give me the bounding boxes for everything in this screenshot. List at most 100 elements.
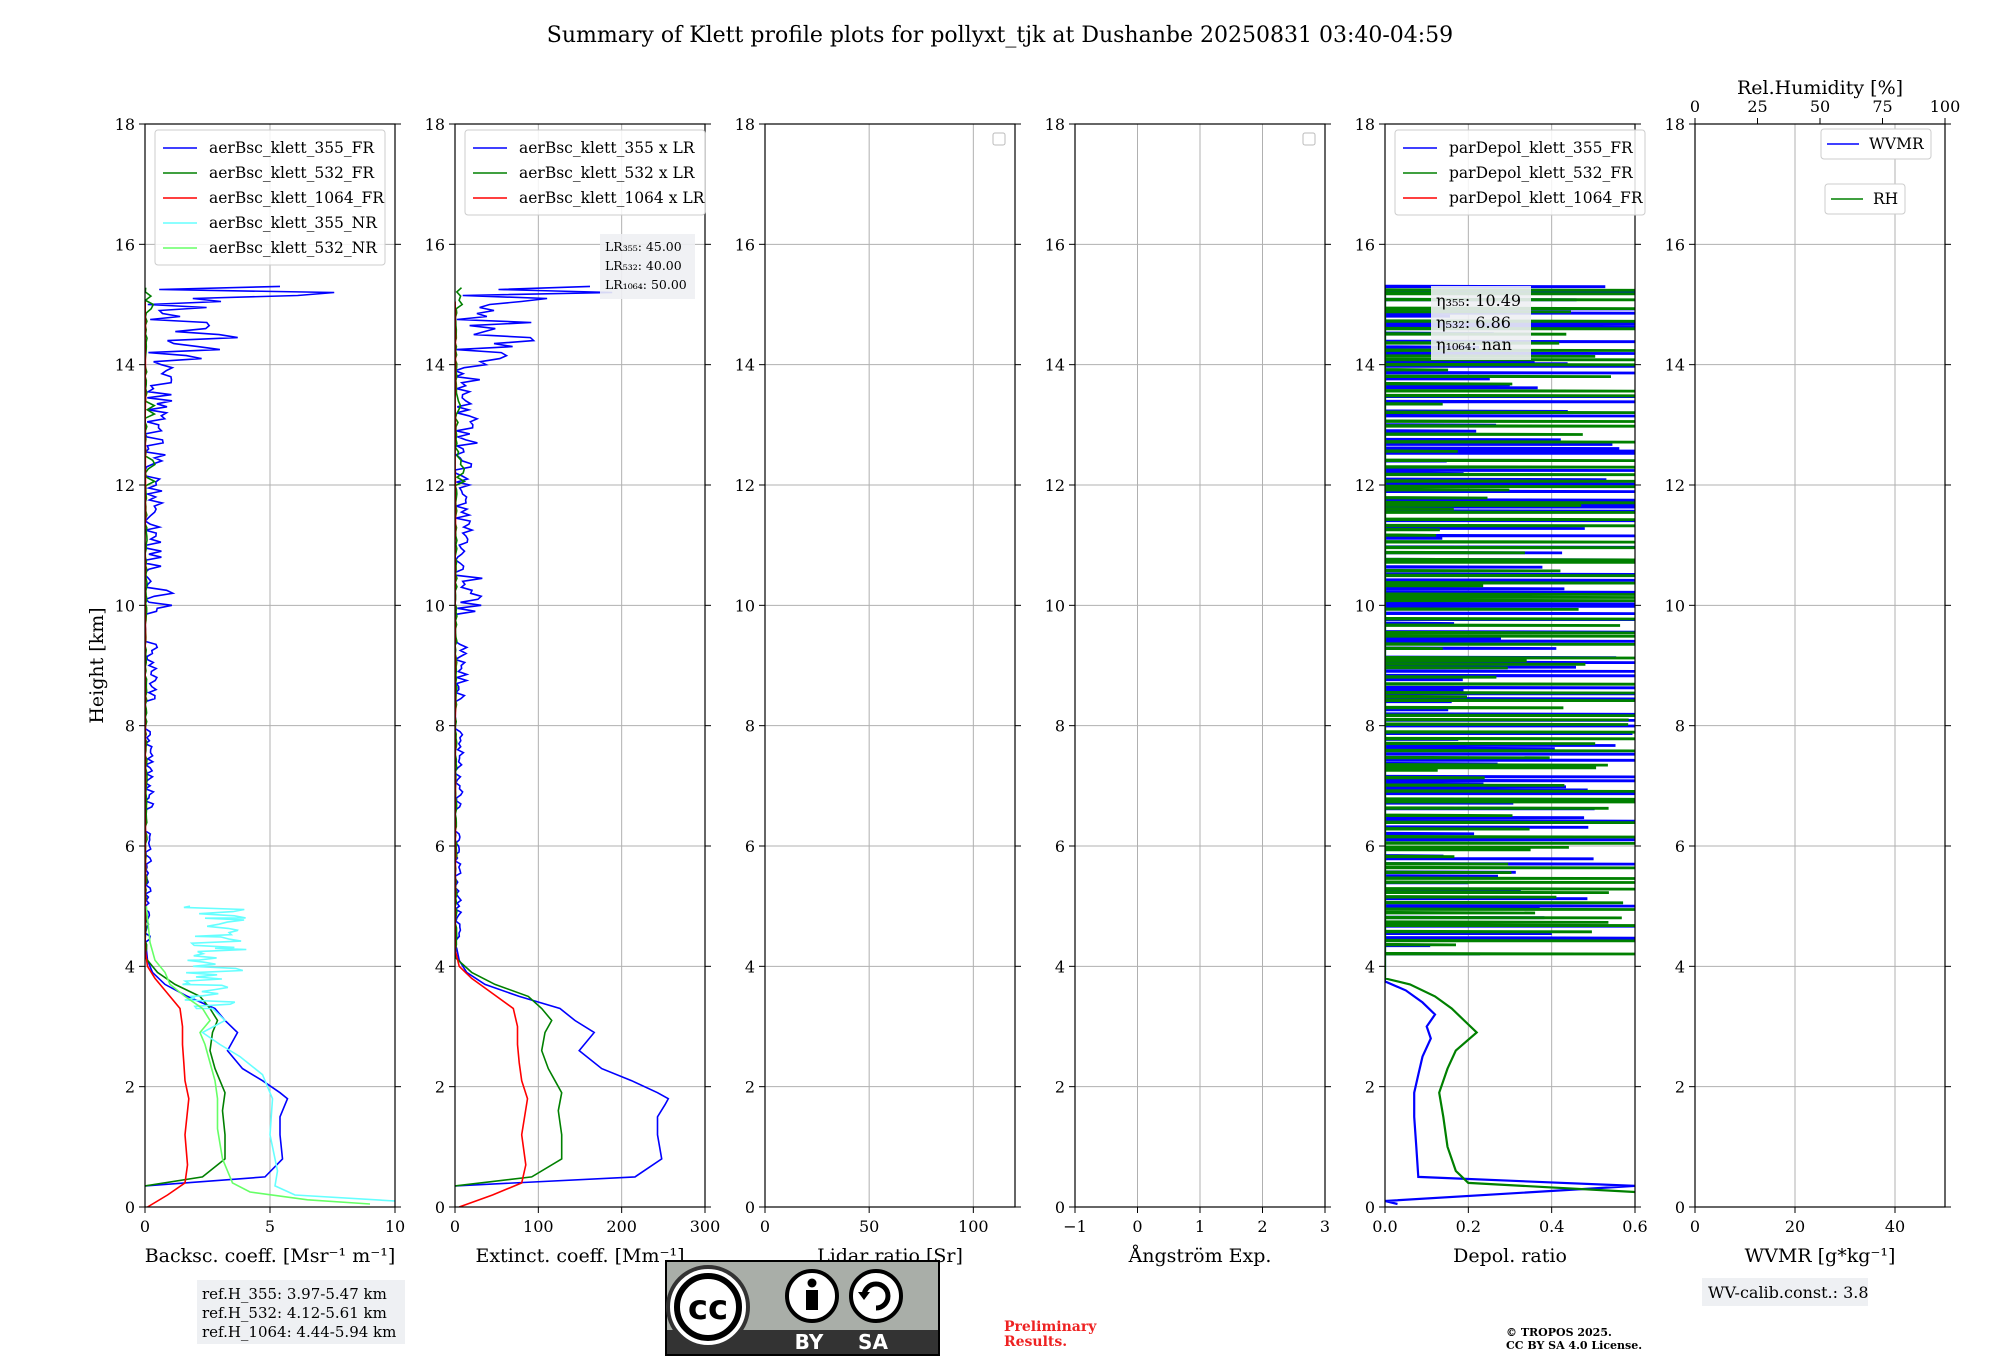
legend: aerBsc_klett_355 x LR aerBsc_klett_532 x …: [464, 129, 706, 216]
y-tick-label: 4: [1365, 957, 1375, 976]
legend-label: parDepol_klett_355_FR: [1449, 139, 1634, 157]
annotation-box: η₃₅₅: 10.49 η₅₃₂: 6.86 η₁₀₆₄: nan: [1431, 286, 1531, 360]
x-tick-label: 20: [1785, 1217, 1805, 1236]
x-tick-label: 3: [1320, 1217, 1330, 1236]
legend-label: aerBsc_klett_1064_FR: [209, 189, 385, 207]
share-alike-icon: [849, 1269, 903, 1323]
annotation-line: LR₁₀₆₄: 50.00: [605, 277, 687, 292]
annotation-line: LR₃₅₅: 45.00: [605, 239, 682, 254]
x2-tick-label: 100: [1930, 97, 1961, 116]
reference-height-532: ref.H_532: 4.12-5.61 km: [202, 1304, 387, 1322]
legend-box-RH: [1824, 183, 1906, 215]
x-tick-label: 200: [606, 1217, 637, 1236]
reference-heights-background: [197, 1280, 405, 1344]
series-group: [1385, 284, 1635, 1206]
preliminary-label-line2: Results.: [1004, 1334, 1067, 1350]
y-tick-label: 10: [1355, 596, 1375, 615]
axes-frame: [1694, 123, 1946, 1208]
y-tick-label: 2: [125, 1078, 135, 1097]
y-tick-label: 14: [1665, 356, 1685, 375]
series-line-aerBsc_klett_532_NR: [145, 906, 371, 1205]
x-tick-label: 0.4: [1539, 1217, 1564, 1236]
x-tick-label: 0.6: [1622, 1217, 1647, 1236]
axes-frame: [1384, 123, 1636, 1208]
x-tick-label: 0: [1132, 1217, 1142, 1236]
annotation-background: [600, 234, 695, 299]
reference-height-1064: ref.H_1064: 4.44-5.94 km: [202, 1323, 396, 1341]
y-tick-label: 4: [125, 957, 135, 976]
legend: parDepol_klett_355_FR parDepol_klett_532_…: [1394, 129, 1646, 216]
y-tick-label: 8: [1675, 717, 1685, 736]
y-tick-label: 14: [425, 356, 445, 375]
y-tick-label: 10: [115, 596, 135, 615]
legend-label: aerBsc_klett_355 x LR: [519, 139, 696, 157]
legend-label: aerBsc_klett_355_NR: [209, 214, 378, 232]
annotation-box: LR₃₅₅: 45.00 LR₅₃₂: 40.00 LR₁₀₆₄: 50.00: [600, 234, 695, 299]
legend-box: [464, 129, 706, 216]
series-line-aerBsc_klett_532_FR: [145, 287, 226, 1187]
x-tick-label: 0.0: [1372, 1217, 1397, 1236]
y-tick-label: 4: [1055, 957, 1065, 976]
series-line-aerBsc_klett_355_FR: [145, 285, 335, 1187]
y-tick-label: 0: [1365, 1198, 1375, 1217]
reference-height-355: ref.H_355: 3.97-5.47 km: [202, 1285, 387, 1303]
cc-sa-label: SA: [858, 1330, 888, 1354]
y-tick-label: 10: [735, 596, 755, 615]
legend: aerBsc_klett_355_FR aerBsc_klett_532_FRae…: [154, 129, 386, 266]
y-tick-label: 6: [745, 837, 755, 856]
y-tick-label: 18: [1355, 115, 1375, 134]
x-tick-label: 0: [1690, 1217, 1700, 1236]
y-tick-label: 2: [1365, 1078, 1375, 1097]
attribution-person-body: [806, 1290, 818, 1310]
plot-panel-6: 0 20 40 0 2 4 6 8 10 12 14 16 18 WVMR [g*kg⁻¹] 0 25 50 75…: [1665, 77, 1961, 1267]
y-tick-label: 14: [735, 356, 755, 375]
x2-tick-label: 50: [1810, 97, 1830, 116]
cc-logo-icon: [674, 1273, 742, 1341]
y-tick-label: 16: [1045, 235, 1065, 254]
series-line-parDepol_klett_532_FR: [1385, 288, 1635, 1194]
x-tick-label: 100: [958, 1217, 989, 1236]
y-tick-label: 12: [735, 476, 755, 495]
y-tick-label: 16: [1665, 235, 1685, 254]
cc-logo-mark: cc: [688, 1288, 728, 1328]
y-tick-label: 0: [125, 1198, 135, 1217]
x2-tick-label: 0: [1690, 97, 1700, 116]
figure-title: Summary of Klett profile plots for polly…: [547, 23, 1453, 48]
copyright-line1: © TROPOS 2025.: [1506, 1326, 1612, 1339]
axes-frame: [454, 123, 706, 1208]
y-tick-label: 0: [1055, 1198, 1065, 1217]
y-tick-label: 0: [745, 1198, 755, 1217]
y-tick-label: 10: [425, 596, 445, 615]
x-tick-label: 2: [1257, 1217, 1267, 1236]
legend-box-WVMR: [1820, 128, 1932, 160]
y-tick-label: 2: [745, 1078, 755, 1097]
cc-by-sa-badge: cc BY SA: [665, 1260, 940, 1356]
annotation-line: η₁₀₆₄: nan: [1436, 335, 1512, 354]
y-tick-label: 10: [1665, 596, 1685, 615]
legend-label: parDepol_klett_1064_FR: [1449, 189, 1644, 207]
x-tick-label: 300: [690, 1217, 721, 1236]
y-tick-label: 14: [1355, 356, 1375, 375]
legend-label-WVMR: WVMR: [1869, 135, 1925, 153]
y-tick-label: 4: [745, 957, 755, 976]
x-axis-label: Ångström Exp.: [1128, 1245, 1272, 1267]
y-tick-label: 6: [435, 837, 445, 856]
y-tick-label: 2: [1055, 1078, 1065, 1097]
attribution-person-head: [807, 1278, 817, 1288]
x-tick-label: 50: [859, 1217, 879, 1236]
y-tick-label: 6: [1055, 837, 1065, 856]
annotation-background: [1431, 286, 1531, 360]
x-tick-label: 0.2: [1456, 1217, 1481, 1236]
y-tick-label: 18: [115, 115, 135, 134]
copyright-line2: CC BY SA 4.0 License.: [1506, 1339, 1642, 1352]
legend-label: aerBsc_klett_1064 x LR: [519, 189, 706, 207]
x-tick-label: 0: [760, 1217, 770, 1236]
wv-calibration-constant: WV-calib.const.: 3.8: [1708, 1283, 1869, 1302]
x-axis-label: Extinct. coeff. [Mm⁻¹]: [475, 1245, 684, 1267]
legend-label: aerBsc_klett_532 x LR: [519, 164, 696, 182]
y-tick-label: 18: [425, 115, 445, 134]
y-tick-label: 8: [1055, 717, 1065, 736]
y-tick-label: 18: [1045, 115, 1065, 134]
